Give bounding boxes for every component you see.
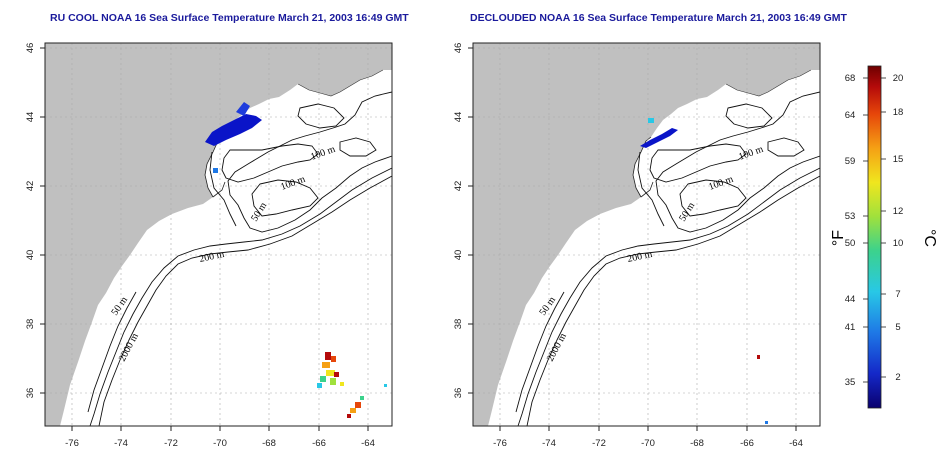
contour-label-2000m: 2000 m <box>545 331 569 363</box>
x-tick-label: -64 <box>789 438 803 449</box>
island <box>790 45 820 66</box>
y-tick-labels: 46 44 42 40 38 36 <box>453 43 464 399</box>
coastline <box>725 69 812 97</box>
colorbar-f-label: 59 <box>845 156 856 167</box>
y-tick-label: 42 <box>25 181 36 192</box>
cold-water-patch <box>236 102 250 116</box>
temperature-colorbar: 68 64 59 53 50 44 41 35 20 18 15 12 10 7… <box>830 65 938 409</box>
x-tick-label: -72 <box>164 438 178 449</box>
contour-label-100m: 100 m <box>309 144 337 163</box>
colorbar-f-label: 64 <box>845 110 856 121</box>
bathymetry-contours <box>87 91 392 426</box>
colorbar-c-label: 18 <box>893 107 904 118</box>
x-tick-label: -76 <box>65 438 79 449</box>
colorbar-gradient <box>867 65 882 409</box>
colorbar-f-label: 50 <box>845 238 856 249</box>
contour-label-50m: 50 m <box>109 295 130 318</box>
y-tick-label: 38 <box>453 319 464 330</box>
coastline <box>632 136 654 198</box>
x-tick-labels: -76 -74 -72 -70 -68 -66 -64 <box>493 438 803 449</box>
map-grid <box>473 43 820 426</box>
sst-pixel <box>648 118 654 123</box>
island <box>362 45 392 66</box>
map-grid <box>45 43 392 426</box>
cold-water-patch <box>205 114 262 146</box>
y-tick-label: 36 <box>25 388 36 399</box>
y-tick-label: 46 <box>453 43 464 54</box>
colorbar-c-label: 20 <box>893 73 904 84</box>
x-tick-label: -66 <box>312 438 326 449</box>
contour-label-50m: 50 m <box>537 295 558 318</box>
fahrenheit-unit-label: °F <box>830 230 847 246</box>
x-tick-label: -64 <box>361 438 375 449</box>
left-map-panel: 100 m 100 m 50 m 200 m 50 m 2000 m -76 -… <box>25 42 393 449</box>
x-tick-labels: -76 -74 -72 -70 -68 -66 -64 <box>65 438 375 449</box>
colorbar-c-label: 2 <box>895 372 900 383</box>
right-map-title: DECLOUDED NOAA 16 Sea Surface Temperatur… <box>470 12 847 24</box>
left-map-title: RU COOL NOAA 16 Sea Surface Temperature … <box>50 12 409 24</box>
colorbar-f-label: 44 <box>845 294 856 305</box>
contour-label-200m: 200 m <box>198 249 225 265</box>
fahrenheit-tick-labels: 68 64 59 53 50 44 41 35 <box>845 73 856 388</box>
contour-label-100m: 100 m <box>279 174 307 193</box>
x-tick-label: -68 <box>690 438 704 449</box>
cold-water-patch <box>640 128 678 148</box>
land-mass <box>473 43 820 426</box>
x-tick-label: -72 <box>592 438 606 449</box>
y-tick-label: 36 <box>453 388 464 399</box>
map-frame <box>472 42 821 427</box>
colorbar-c-label: 10 <box>893 238 904 249</box>
colorbar-c-label: 15 <box>893 154 904 165</box>
land-mass <box>45 43 392 426</box>
sst-pixel <box>765 421 768 424</box>
coastline <box>297 69 384 97</box>
colorbar-f-label: 53 <box>845 211 856 222</box>
contour-label-200m: 200 m <box>626 249 653 265</box>
colorbar-f-label: 41 <box>845 322 856 333</box>
island <box>298 79 327 91</box>
island <box>726 79 755 91</box>
bathymetry-contours <box>515 91 820 426</box>
y-tick-label: 44 <box>25 112 36 123</box>
axis-ticks <box>468 47 797 431</box>
celsius-unit-label: °C <box>921 229 938 247</box>
colorbar-c-label: 12 <box>893 206 904 217</box>
sst-pixel <box>213 168 218 173</box>
contour-label-50m: 50 m <box>677 200 697 223</box>
sst-pixel <box>757 355 760 359</box>
x-tick-label: -70 <box>641 438 655 449</box>
colorbar-c-label: 7 <box>895 289 900 300</box>
y-tick-labels: 46 44 42 40 38 36 <box>25 43 36 399</box>
y-tick-label: 40 <box>25 250 36 261</box>
land-speck <box>92 230 96 234</box>
y-tick-label: 44 <box>453 112 464 123</box>
celsius-tick-labels: 20 18 15 12 10 7 5 2 <box>893 73 904 383</box>
contour-label-2000m: 2000 m <box>117 331 141 363</box>
x-tick-label: -74 <box>542 438 556 449</box>
y-tick-label: 40 <box>453 250 464 261</box>
x-tick-label: -76 <box>493 438 507 449</box>
y-tick-label: 42 <box>453 181 464 192</box>
map-frame <box>44 42 393 427</box>
colorbar-c-label: 5 <box>895 322 900 333</box>
sst-data <box>640 118 768 424</box>
land-speck <box>64 268 68 272</box>
x-tick-label: -74 <box>114 438 128 449</box>
right-map-panel: 100 m 100 m 50 m 200 m 50 m 2000 m -76 -… <box>453 42 821 449</box>
y-tick-label: 46 <box>25 43 36 54</box>
contour-label-50m: 50 m <box>249 200 269 223</box>
x-tick-label: -66 <box>740 438 754 449</box>
contour-label-100m: 100 m <box>737 144 765 163</box>
y-tick-label: 38 <box>25 319 36 330</box>
colorbar-ticks <box>863 77 886 383</box>
sst-data <box>205 102 387 418</box>
contour-label-100m: 100 m <box>707 174 735 193</box>
colorbar-f-label: 35 <box>845 377 856 388</box>
x-tick-label: -68 <box>262 438 276 449</box>
x-tick-label: -70 <box>213 438 227 449</box>
axis-ticks <box>40 47 369 431</box>
colorbar-f-label: 68 <box>845 73 856 84</box>
warm-water-cluster <box>317 352 387 418</box>
